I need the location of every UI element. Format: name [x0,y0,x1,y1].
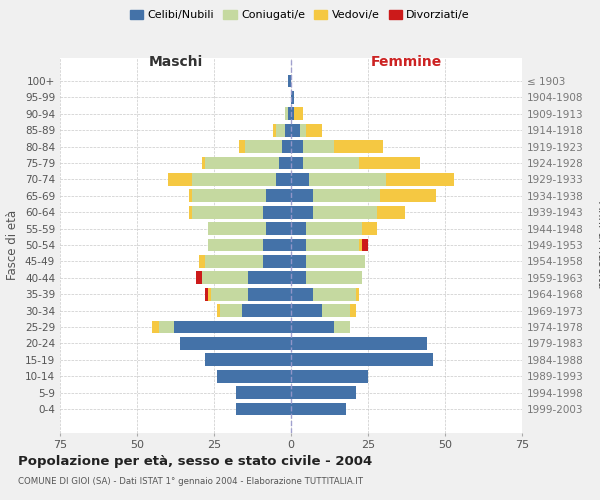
Text: Femmine: Femmine [371,56,442,70]
Bar [158,320,174,334]
Bar [291,386,356,399]
Bar [193,206,263,218]
Bar [263,255,291,268]
Bar [245,140,282,153]
Bar [208,238,263,252]
Bar [190,206,193,218]
Bar [334,140,383,153]
Bar [236,386,291,399]
Bar [291,222,307,235]
Y-axis label: Anni di nascita: Anni di nascita [595,202,600,288]
Bar [211,288,248,300]
Bar [239,140,245,153]
Bar [217,304,220,317]
Bar [220,304,242,317]
Bar [275,173,291,186]
Text: Popolazione per età, sesso e stato civile - 2004: Popolazione per età, sesso e stato civil… [18,455,372,468]
Bar [263,206,291,218]
Text: COMUNE DI GIOI (SA) - Dati ISTAT 1° gennaio 2004 - Elaborazione TUTTITALIA.IT: COMUNE DI GIOI (SA) - Dati ISTAT 1° genn… [18,476,363,486]
Bar [307,238,359,252]
Bar [266,222,291,235]
Bar [205,288,208,300]
Bar [193,190,266,202]
Bar [291,124,300,136]
Bar [291,91,294,104]
Bar [291,354,433,366]
Bar [294,108,304,120]
Bar [288,74,291,88]
Bar [242,304,291,317]
Legend: Celibi/Nubili, Coniugati/e, Vedovi/e, Divorziati/e: Celibi/Nubili, Coniugati/e, Vedovi/e, Di… [125,6,475,25]
Bar [205,255,263,268]
Bar [152,320,158,334]
Bar [291,108,294,120]
Bar [291,173,310,186]
Text: Maschi: Maschi [148,56,203,70]
Bar [263,238,291,252]
Bar [313,190,380,202]
Bar [291,255,307,268]
Bar [291,272,307,284]
Bar [307,272,362,284]
Bar [307,255,365,268]
Bar [334,320,350,334]
Bar [356,288,359,300]
Bar [291,337,427,350]
Bar [193,173,275,186]
Bar [362,238,368,252]
Bar [174,320,291,334]
Bar [180,337,291,350]
Bar [217,370,291,382]
Bar [285,108,288,120]
Bar [205,354,291,366]
Bar [386,173,454,186]
Bar [307,222,362,235]
Bar [291,206,313,218]
Bar [266,190,291,202]
Y-axis label: Fasce di età: Fasce di età [7,210,19,280]
Bar [291,304,322,317]
Bar [208,222,266,235]
Bar [359,156,421,170]
Bar [205,156,278,170]
Bar [313,288,356,300]
Bar [322,304,350,317]
Bar [248,272,291,284]
Bar [291,402,346,415]
Bar [304,156,359,170]
Bar [300,124,307,136]
Bar [362,222,377,235]
Bar [291,238,307,252]
Bar [291,156,304,170]
Bar [291,140,304,153]
Bar [288,108,291,120]
Bar [285,124,291,136]
Bar [196,272,202,284]
Bar [313,206,377,218]
Bar [199,255,205,268]
Bar [282,140,291,153]
Bar [377,206,405,218]
Bar [304,140,334,153]
Bar [310,173,386,186]
Bar [168,173,193,186]
Bar [380,190,436,202]
Bar [291,370,368,382]
Bar [190,190,193,202]
Bar [202,156,205,170]
Bar [208,288,211,300]
Bar [359,238,362,252]
Bar [278,156,291,170]
Bar [236,402,291,415]
Bar [272,124,275,136]
Bar [350,304,356,317]
Bar [291,190,313,202]
Bar [248,288,291,300]
Bar [291,320,334,334]
Bar [307,124,322,136]
Bar [275,124,285,136]
Bar [202,272,248,284]
Bar [291,288,313,300]
